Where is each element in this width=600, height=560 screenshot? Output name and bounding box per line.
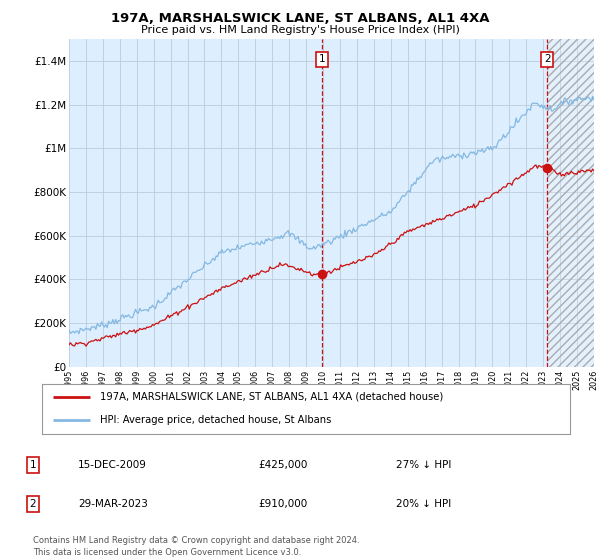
Text: 1: 1 [319, 54, 326, 64]
Text: 197A, MARSHALSWICK LANE, ST ALBANS, AL1 4XA: 197A, MARSHALSWICK LANE, ST ALBANS, AL1 … [111, 12, 489, 25]
Text: 15-DEC-2009: 15-DEC-2009 [78, 460, 147, 470]
Text: £910,000: £910,000 [258, 499, 307, 509]
Text: HPI: Average price, detached house, St Albans: HPI: Average price, detached house, St A… [100, 416, 331, 426]
Text: 20% ↓ HPI: 20% ↓ HPI [396, 499, 451, 509]
Bar [547, 39, 594, 367]
Bar [547, 39, 594, 367]
Text: 1: 1 [29, 460, 37, 470]
Text: 29-MAR-2023: 29-MAR-2023 [78, 499, 148, 509]
Text: £425,000: £425,000 [258, 460, 307, 470]
Text: 197A, MARSHALSWICK LANE, ST ALBANS, AL1 4XA (detached house): 197A, MARSHALSWICK LANE, ST ALBANS, AL1 … [100, 391, 443, 402]
Text: Price paid vs. HM Land Registry's House Price Index (HPI): Price paid vs. HM Land Registry's House … [140, 25, 460, 35]
Text: 2: 2 [544, 54, 551, 64]
Text: 27% ↓ HPI: 27% ↓ HPI [396, 460, 451, 470]
Text: 2: 2 [29, 499, 37, 509]
Text: Contains HM Land Registry data © Crown copyright and database right 2024.
This d: Contains HM Land Registry data © Crown c… [33, 536, 359, 557]
